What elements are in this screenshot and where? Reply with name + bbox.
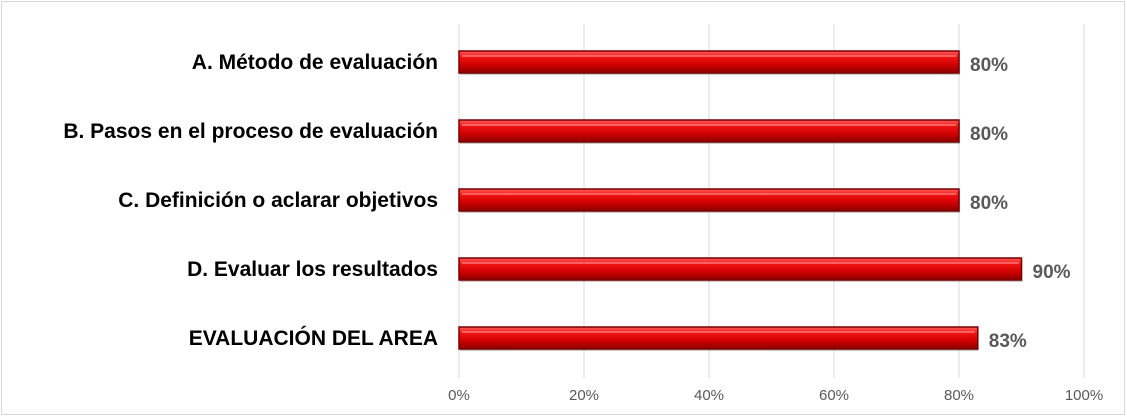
category-label: EVALUACIÓN DEL AREA: [189, 326, 438, 350]
bar: [458, 119, 960, 143]
x-tick-label: 100%: [1065, 387, 1103, 404]
category-label: A. Método de evaluación: [192, 51, 438, 74]
data-label: 83%: [989, 331, 1027, 352]
category-label: C. Definición o aclarar objetivos: [118, 189, 438, 212]
x-tick-label: 20%: [569, 387, 599, 404]
x-tick-label: 40%: [694, 387, 724, 404]
data-label: 80%: [970, 124, 1008, 145]
x-tick-label: 0%: [448, 387, 470, 404]
bars: [458, 50, 1023, 351]
data-label: 80%: [970, 193, 1008, 214]
x-axis-ticks: 0% 20% 40% 60% 80% 100%: [448, 387, 1103, 404]
bar: [458, 50, 960, 74]
data-label: 80%: [970, 55, 1008, 76]
data-label: 90%: [1033, 262, 1071, 283]
labels: A. Método de evaluación 80% B. Pasos en el…: [63, 51, 1070, 352]
bar: [458, 188, 960, 212]
x-tick-label: 80%: [944, 387, 974, 404]
bar: [458, 257, 1023, 281]
bar: [458, 326, 979, 350]
x-tick-label: 60%: [819, 387, 849, 404]
category-label: B. Pasos en el proceso de evaluación: [63, 120, 438, 143]
category-label: D. Evaluar los resultados: [187, 258, 438, 281]
